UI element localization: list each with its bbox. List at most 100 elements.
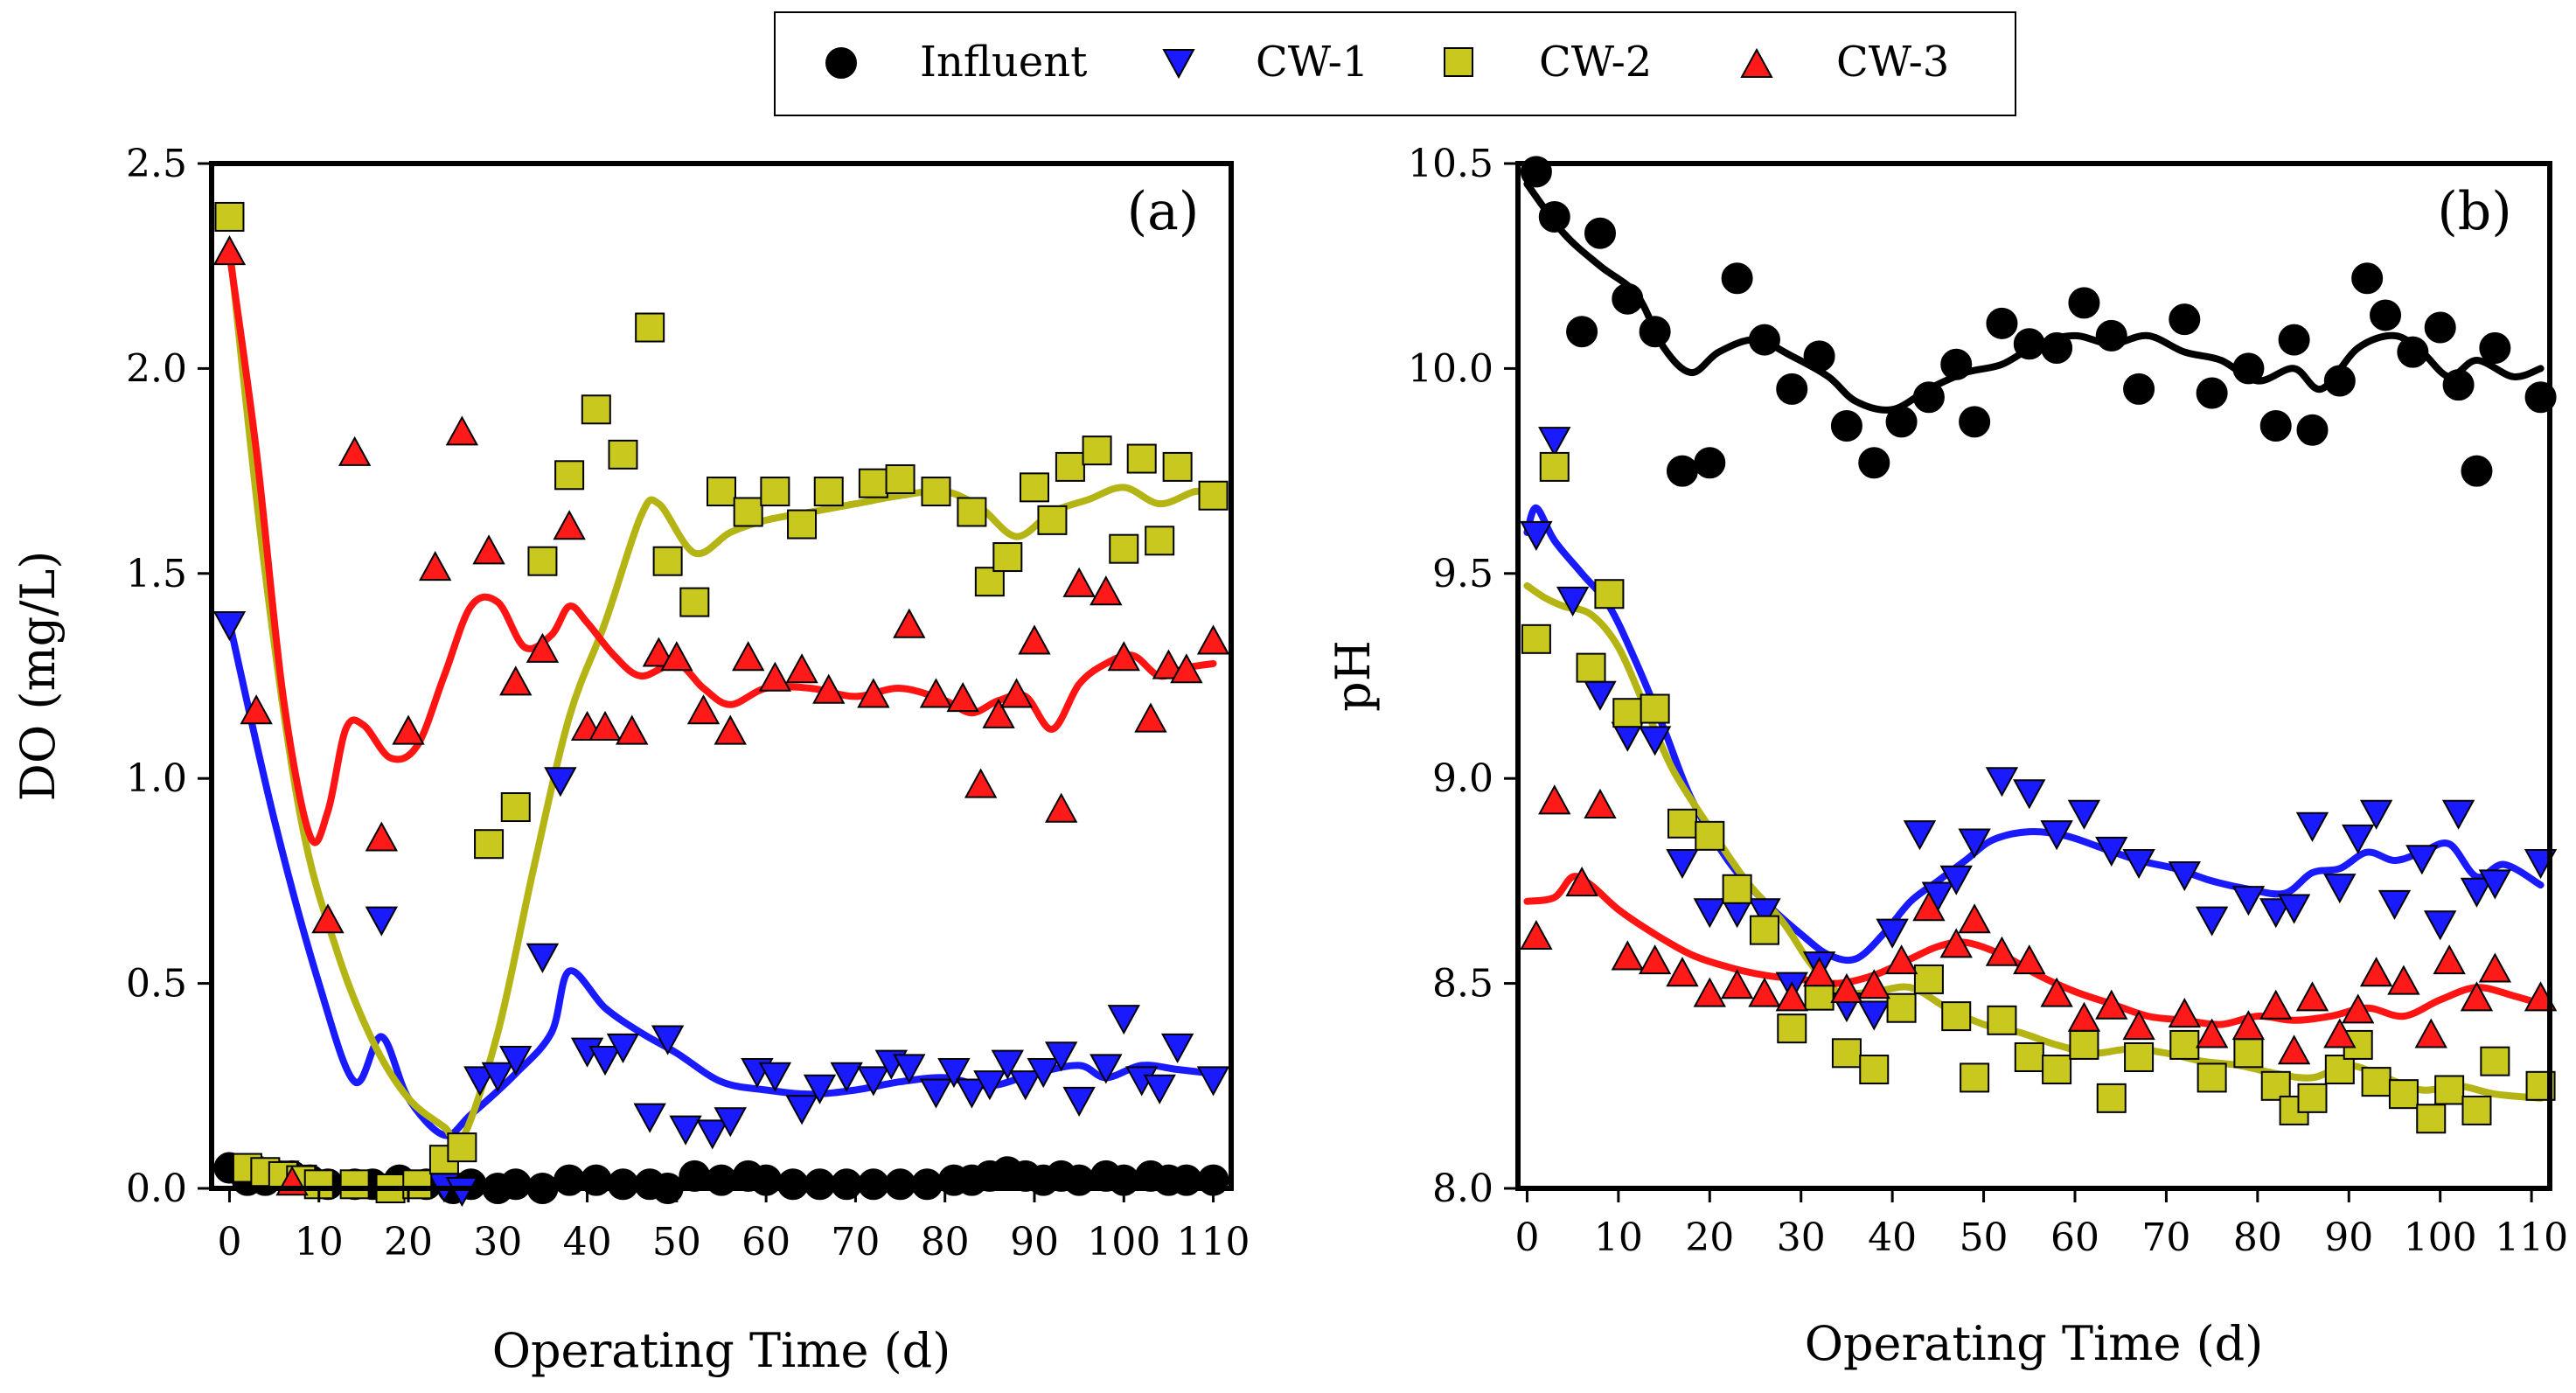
panel-a-point-cw3-12 [553,510,586,540]
panel-b-point-cw3-34 [2414,1018,2447,1048]
panel-b-point-cw3-20 [2040,977,2073,1007]
panel-b-point-cw1-6 [1666,848,1699,880]
panel-a-point-cw3-34 [1090,575,1123,606]
panel-b-point-cw1-39 [2478,869,2512,900]
panel-b-point-influent-18 [1986,307,2018,339]
panel-a-point-cw2-23 [787,509,818,540]
panel-b-point-cw3-17 [1958,903,1991,934]
panel-b-point-influent-8 [1721,262,1753,295]
panel-b-point-cw2-20 [2042,1055,2072,1085]
panel-b-point-cw2-9 [1749,915,1779,945]
panel-a-point-cw2-32 [1037,505,1068,535]
panel-b-point-cw3-6 [1666,957,1699,987]
panel-b-point-cw2-12 [1831,1038,1862,1069]
panel-a-point-cw3-19 [714,714,747,745]
panel-a-point-cw1-33 [991,1049,1024,1080]
panel-b-point-influent-2 [1566,316,1598,348]
panel-b-point-cw3-12 [1830,972,1863,1003]
panel-a-point-cw3-32 [1044,792,1078,823]
panel-a-point-cw3-31 [1018,624,1051,655]
panel-a-point-cw2-11 [474,829,505,860]
panel-b-point-influent-26 [2232,352,2265,385]
panel-b-point-cw3-11 [1802,957,1836,987]
panel-a-point-cw1-38 [1090,1054,1123,1084]
panel-b-points [1520,156,2558,1134]
panel-b-point-cw3-31 [2342,993,2375,1024]
panel-b-point-cw3-2 [1565,867,1598,897]
panel-a-point-cw2-34 [1082,435,1112,466]
panel-b-x-tick-label-30: 30 [1777,1215,1826,1260]
panel-b-point-cw3-30 [2323,1018,2357,1048]
panel-b-point-cw2-22 [2096,1083,2127,1113]
panel-b-point-cw3-8 [1720,969,1754,999]
panel-a-point-cw1-23 [785,1095,818,1125]
panel-b-point-cw1-20 [2013,779,2046,810]
legend-entry-cw3: CW-3 [1740,38,1949,87]
panel-b-x-tick-label-110: 110 [2495,1215,2568,1260]
panel-a-point-cw1-18 [669,1115,702,1146]
panel-a-point-cw1-16 [633,1103,666,1133]
panel-a-point-cw3-15 [616,714,649,745]
panel-b-axes: 0 10 20 30 40 50 60 70 80 90 100 110 8.0 8.5 9.0 9.5 10.… [1408,142,2568,1260]
panel-a-point-cw2-17 [635,312,665,343]
panel-a-point-cw3-35 [1107,641,1140,672]
panel-a-point-cw3-23 [812,673,846,704]
panel-a-point-cw2-35 [1109,533,1139,564]
panel-b-point-cw3-24 [2168,998,2201,1028]
panel-b-point-cw3-36 [2460,981,2494,1012]
legend-marker-cw3 [1740,47,1773,78]
panel-a-point-cw3-22 [785,653,818,684]
panel-a-point-cw3-18 [686,694,721,725]
panel-a-point-cw3-5 [365,821,399,852]
panel-a-x-tick-label-90: 90 [1010,1220,1059,1264]
panel-b-x-tick-label-60: 60 [2050,1215,2099,1260]
panel-b-point-cw1-30 [2295,811,2329,842]
panel-b-x-tick-label-90: 90 [2324,1215,2373,1260]
panel-a-label: (a) [1127,181,1200,242]
panel-b-point-influent-12 [1830,410,1862,442]
panel-a: 0 10 20 30 40 50 60 70 80 90 100 110 0.0 0.5 1.0 1.5 2.0… [10,142,1250,1378]
panel-b-point-influent-25 [2196,377,2228,409]
panel-b-point-cw3-26 [2231,1010,2266,1041]
legend-marker-influent [825,47,857,79]
panel-b-point-cw1-37 [2441,799,2475,830]
panel-b-point-cw3-37 [2478,952,2512,983]
panel-b-x-tick-label-20: 20 [1685,1215,1734,1260]
panel-a-point-cw3-25 [893,608,926,638]
panel-b-y-tick-label-5: 10.5 [1408,142,1493,186]
panel-b-point-cw1-35 [2405,845,2439,875]
panel-b-point-cw1-18 [1958,828,1991,859]
panel-a-point-cw3-33 [1062,567,1096,597]
panel-a-point-cw3-10 [499,665,533,696]
panel-a-point-cw1-10 [499,1045,533,1076]
panel-a-point-cw3-27 [946,682,979,713]
panel-a-point-influent-17 [607,1168,639,1201]
panel-b-point-cw3-5 [1638,944,1672,975]
panel-b-point-cw2-32 [2361,1067,2392,1097]
panel-a-point-cw2-37 [1145,526,1175,556]
panel-b-x-tick-label-40: 40 [1868,1215,1917,1260]
panel-a-point-cw2-10 [447,1132,477,1163]
panel-b-point-cw3-15 [1912,891,1946,922]
panel-b-point-influent-14 [1885,406,1918,438]
panel-b-point-cw3-1 [1538,784,1571,815]
panel-b-y-tick-label-3: 9.5 [1432,552,1493,596]
panel-a-point-cw2-33 [1055,451,1085,482]
panel-b-point-influent-19 [2013,328,2045,360]
panel-a-point-cw3-39 [1196,624,1230,655]
panel-b-point-influent-9 [1748,324,1780,356]
panel-b-point-cw1-7 [1693,898,1726,929]
panel-a-point-cw1-24 [803,1074,837,1104]
panel-a-point-cw2-31 [1019,472,1049,503]
panel-a-point-cw1-11 [526,943,560,973]
panel-b-point-cw1-26 [2195,906,2229,937]
panel-b-point-influent-10 [1776,373,1808,405]
panel-a-point-cw2-30 [992,542,1023,573]
panel-b-point-cw2-25 [2197,1062,2227,1093]
panel-a-point-cw3-30 [999,678,1034,708]
panel-a-x-tick-label-100: 100 [1087,1220,1160,1264]
panel-b-point-influent-4 [1612,282,1644,315]
panel-a-point-cw2-24 [813,477,844,507]
panel-a-point-influent-25 [804,1168,836,1201]
legend-label-influent: Influent [920,38,1087,87]
